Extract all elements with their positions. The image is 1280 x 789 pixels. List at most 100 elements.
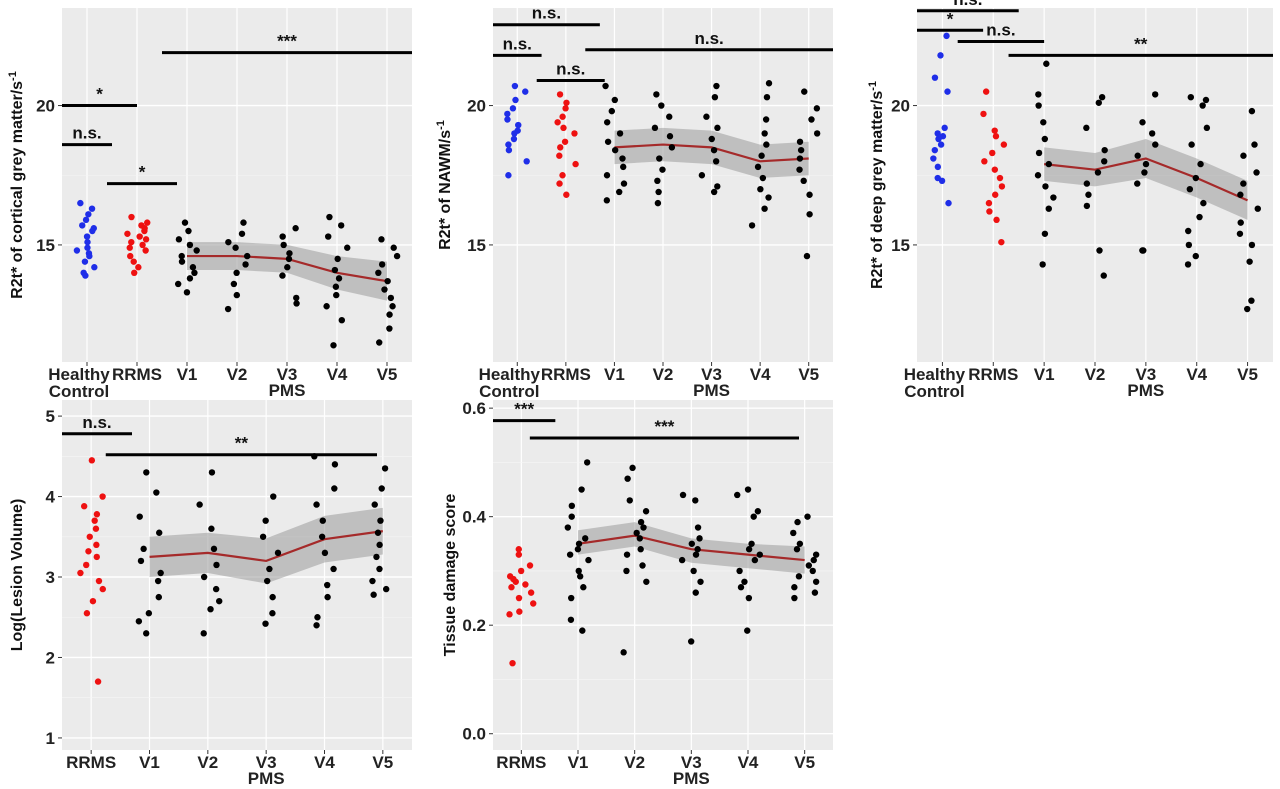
data-point-pms bbox=[135, 618, 143, 625]
data-point-pms bbox=[1246, 258, 1253, 265]
data-point-control bbox=[935, 135, 942, 143]
data-point-pms bbox=[269, 593, 276, 601]
data-point-rrms bbox=[986, 208, 993, 215]
data-point-pms bbox=[640, 524, 647, 531]
significance-label: n.s. bbox=[503, 34, 532, 53]
data-point-control bbox=[931, 74, 939, 81]
data-point-pms bbox=[154, 577, 162, 585]
data-point-pms bbox=[762, 116, 770, 123]
data-point-rrms bbox=[572, 160, 579, 168]
data-point-control bbox=[930, 155, 937, 162]
data-point-rrms bbox=[556, 180, 563, 187]
data-point-pms bbox=[1187, 93, 1195, 101]
data-point-pms bbox=[791, 584, 798, 591]
data-point-pms bbox=[1248, 241, 1256, 249]
data-point-pms bbox=[212, 585, 220, 593]
data-point-pms bbox=[698, 172, 706, 179]
data-point-rrms bbox=[85, 548, 92, 555]
data-point-pms bbox=[703, 113, 710, 120]
data-point-pms bbox=[803, 252, 811, 260]
x-tick-label: V3 bbox=[681, 753, 702, 772]
data-point-pms bbox=[324, 593, 331, 601]
x-tick-label: V5 bbox=[1237, 365, 1258, 384]
data-point-pms bbox=[137, 557, 145, 565]
data-point-control bbox=[504, 116, 511, 123]
data-point-control bbox=[84, 244, 91, 251]
data-point-pms bbox=[653, 91, 660, 98]
data-point-pms bbox=[758, 152, 765, 159]
data-point-pms bbox=[796, 138, 804, 145]
data-point-pms bbox=[279, 272, 286, 279]
x-tick-label: RRMS bbox=[496, 753, 546, 772]
data-point-pms bbox=[623, 567, 630, 575]
data-point-pms bbox=[623, 551, 631, 558]
data-point-pms bbox=[611, 96, 619, 104]
significance-label: * bbox=[96, 85, 103, 104]
data-point-pms bbox=[579, 627, 586, 634]
data-point-pms bbox=[175, 236, 183, 243]
data-point-pms bbox=[805, 562, 813, 569]
data-point-pms bbox=[765, 80, 773, 87]
confidence-band bbox=[149, 507, 383, 584]
data-point-control bbox=[931, 146, 939, 154]
data-point-pms bbox=[293, 294, 300, 302]
data-point-pms bbox=[269, 610, 276, 617]
data-point-pms bbox=[694, 546, 701, 553]
data-point-pms bbox=[1101, 146, 1108, 154]
data-point-pms bbox=[604, 138, 612, 145]
data-point-pms bbox=[1152, 141, 1159, 148]
data-point-control bbox=[937, 52, 944, 59]
y-tick-label: 3 bbox=[46, 568, 55, 587]
data-point-pms bbox=[224, 305, 232, 313]
data-point-pms bbox=[603, 172, 611, 179]
data-point-pms bbox=[616, 130, 624, 137]
data-point-rrms bbox=[141, 227, 148, 235]
x-tick-label: V1 bbox=[139, 753, 160, 772]
data-point-pms bbox=[678, 556, 686, 564]
x-tick-label: Healthy bbox=[904, 365, 966, 384]
x-tick-label: V5 bbox=[372, 753, 393, 772]
data-point-rrms bbox=[563, 191, 570, 198]
data-point-pms bbox=[193, 247, 200, 254]
data-point-pms bbox=[331, 485, 338, 492]
x-tick-label: V4 bbox=[738, 753, 759, 772]
data-point-pms bbox=[659, 166, 666, 173]
significance-label: * bbox=[139, 163, 146, 182]
y-tick-label: 15 bbox=[891, 236, 910, 255]
data-point-pms bbox=[1192, 174, 1200, 182]
data-point-pms bbox=[1240, 180, 1247, 187]
data-point-pms bbox=[390, 244, 397, 251]
data-point-pms bbox=[1188, 141, 1195, 148]
data-point-pms bbox=[233, 269, 240, 277]
y-tick-label: 20 bbox=[467, 97, 486, 116]
data-point-pms bbox=[337, 222, 345, 229]
data-point-pms bbox=[1035, 102, 1042, 109]
data-point-rrms bbox=[142, 236, 150, 243]
data-point-pms bbox=[763, 93, 771, 101]
data-point-rrms bbox=[526, 562, 534, 569]
data-point-pms bbox=[620, 163, 627, 171]
data-point-pms bbox=[243, 252, 251, 260]
data-point-pms bbox=[808, 116, 815, 123]
data-point-pms bbox=[744, 627, 751, 634]
data-point-rrms bbox=[522, 581, 529, 588]
x-tick-label: V2 bbox=[624, 753, 645, 772]
data-point-pms bbox=[374, 529, 382, 536]
data-point-pms bbox=[796, 166, 803, 173]
data-point-pms bbox=[608, 107, 616, 115]
data-point-rrms bbox=[998, 238, 1005, 246]
data-point-pms bbox=[642, 508, 650, 515]
y-tick-label: 0.2 bbox=[462, 616, 486, 635]
x-tick-label: RRMS bbox=[541, 365, 591, 384]
data-point-pms bbox=[1094, 169, 1102, 176]
data-point-pms bbox=[153, 489, 160, 496]
data-point-pms bbox=[319, 517, 326, 524]
data-point-rrms bbox=[559, 113, 566, 120]
x-tick-label: V4 bbox=[1186, 365, 1207, 384]
data-point-pms bbox=[1083, 124, 1090, 132]
data-point-pms bbox=[140, 545, 147, 553]
data-point-pms bbox=[321, 549, 329, 557]
data-point-rrms bbox=[998, 183, 1006, 190]
data-point-pms bbox=[1045, 205, 1052, 212]
